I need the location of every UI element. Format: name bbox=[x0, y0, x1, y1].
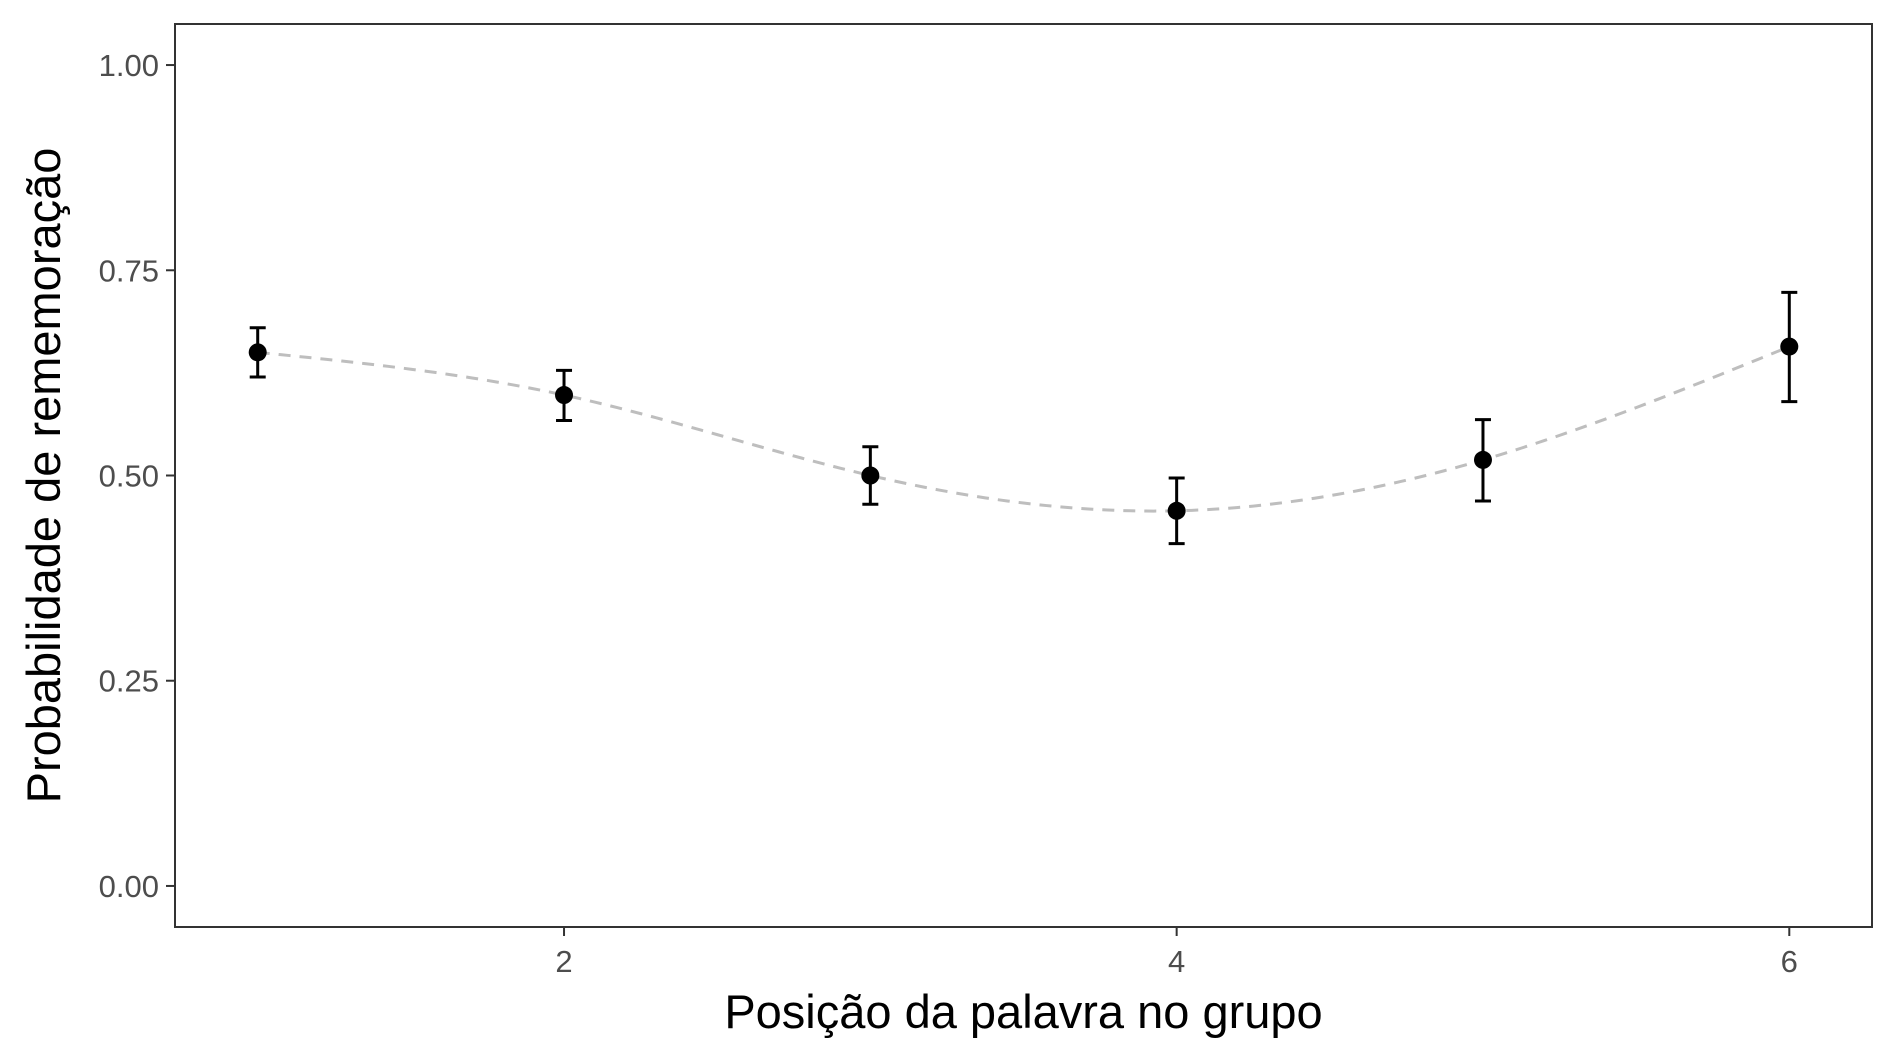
y-tick-label: 0.25 bbox=[99, 664, 159, 699]
data-point bbox=[861, 466, 880, 485]
trend-line-layer bbox=[257, 345, 1790, 513]
y-tick-label: 0.00 bbox=[99, 869, 159, 904]
x-tick-label: 6 bbox=[1781, 944, 1798, 979]
x-tick-label: 2 bbox=[555, 944, 572, 979]
data-point bbox=[1167, 501, 1186, 520]
y-tick-label: 1.00 bbox=[99, 48, 159, 83]
data-point bbox=[555, 386, 574, 405]
data-point bbox=[248, 343, 267, 362]
y-axis-title: Probabilidade de rememoração bbox=[17, 148, 70, 804]
y-tick-label: 0.50 bbox=[99, 459, 159, 494]
y-tick-label: 0.75 bbox=[99, 253, 159, 288]
x-axis: 2 4 6 bbox=[555, 927, 1798, 979]
data-point-layer bbox=[248, 337, 1799, 520]
x-axis-title: Posição da palavra no grupo bbox=[724, 985, 1322, 1038]
x-tick-label: 4 bbox=[1168, 944, 1185, 979]
data-point bbox=[1473, 450, 1492, 469]
y-axis: 0.00 0.25 0.50 0.75 1.00 bbox=[99, 48, 175, 904]
trend-line bbox=[257, 345, 1790, 513]
data-point bbox=[1780, 337, 1799, 356]
